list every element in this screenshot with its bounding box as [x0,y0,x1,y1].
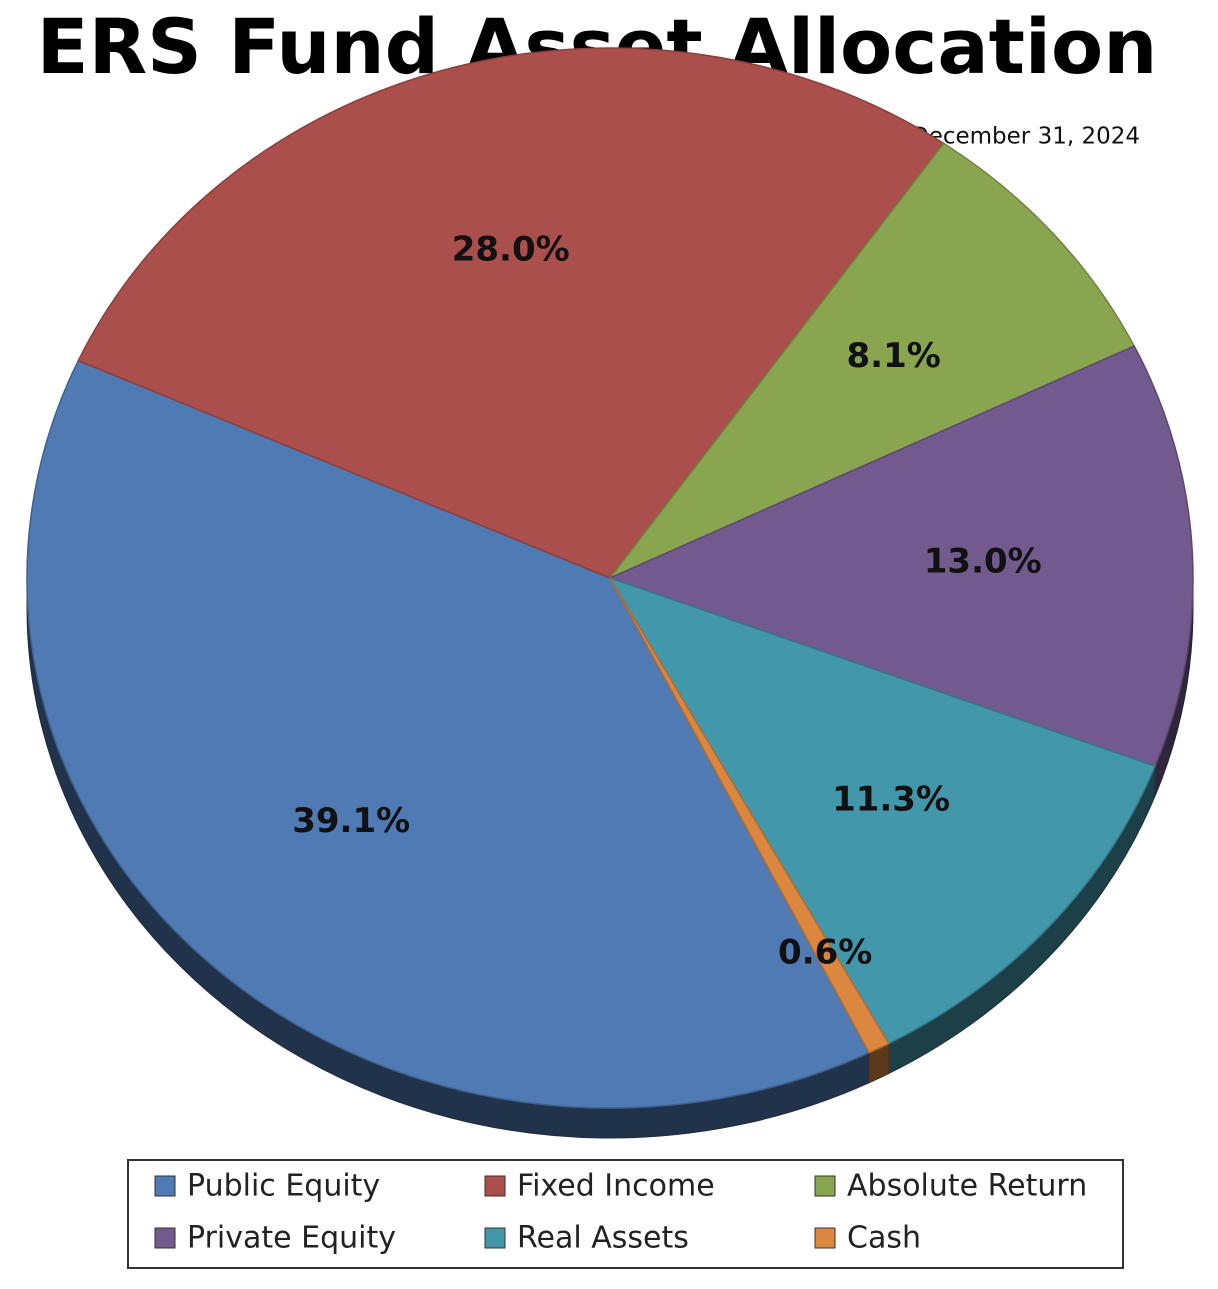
pie [26,47,1194,1109]
value-label: 11.3% [832,780,950,820]
legend: Public Equity Fixed Income Absolute Return… [154,1169,1087,1256]
legend-label: Public Equity [187,1169,380,1204]
pie-slice [609,577,890,1054]
legend-label: Absolute Return [847,1169,1087,1204]
value-labels: 39.1% 28.0% 8.1% 13.0% 11.3% 0.6% [292,230,1041,973]
legend-swatch [814,1227,836,1249]
legend-swatch [484,1175,506,1197]
legend-swatch [484,1227,506,1249]
legend-swatch [814,1175,836,1197]
legend-box [127,1159,1124,1269]
legend-label: Fixed Income [517,1169,715,1204]
legend-label: Private Equity [187,1221,396,1256]
value-label: 28.0% [452,230,570,270]
legend-swatch [154,1175,176,1197]
value-label: 8.1% [847,336,941,376]
pie-slice [608,576,1156,1045]
chart-subtitle: December 31, 2024 [911,124,1140,150]
pie-slice [607,345,1194,768]
legend-swatch [154,1227,176,1249]
value-label: 39.1% [292,801,410,841]
pie-slice [26,359,871,1109]
legend-label: Real Assets [517,1221,689,1256]
pie-slice [77,47,945,579]
value-label: 0.6% [778,933,872,973]
value-label: 13.0% [924,541,1042,581]
pie-slice [609,142,1136,579]
legend-label: Cash [847,1221,921,1256]
